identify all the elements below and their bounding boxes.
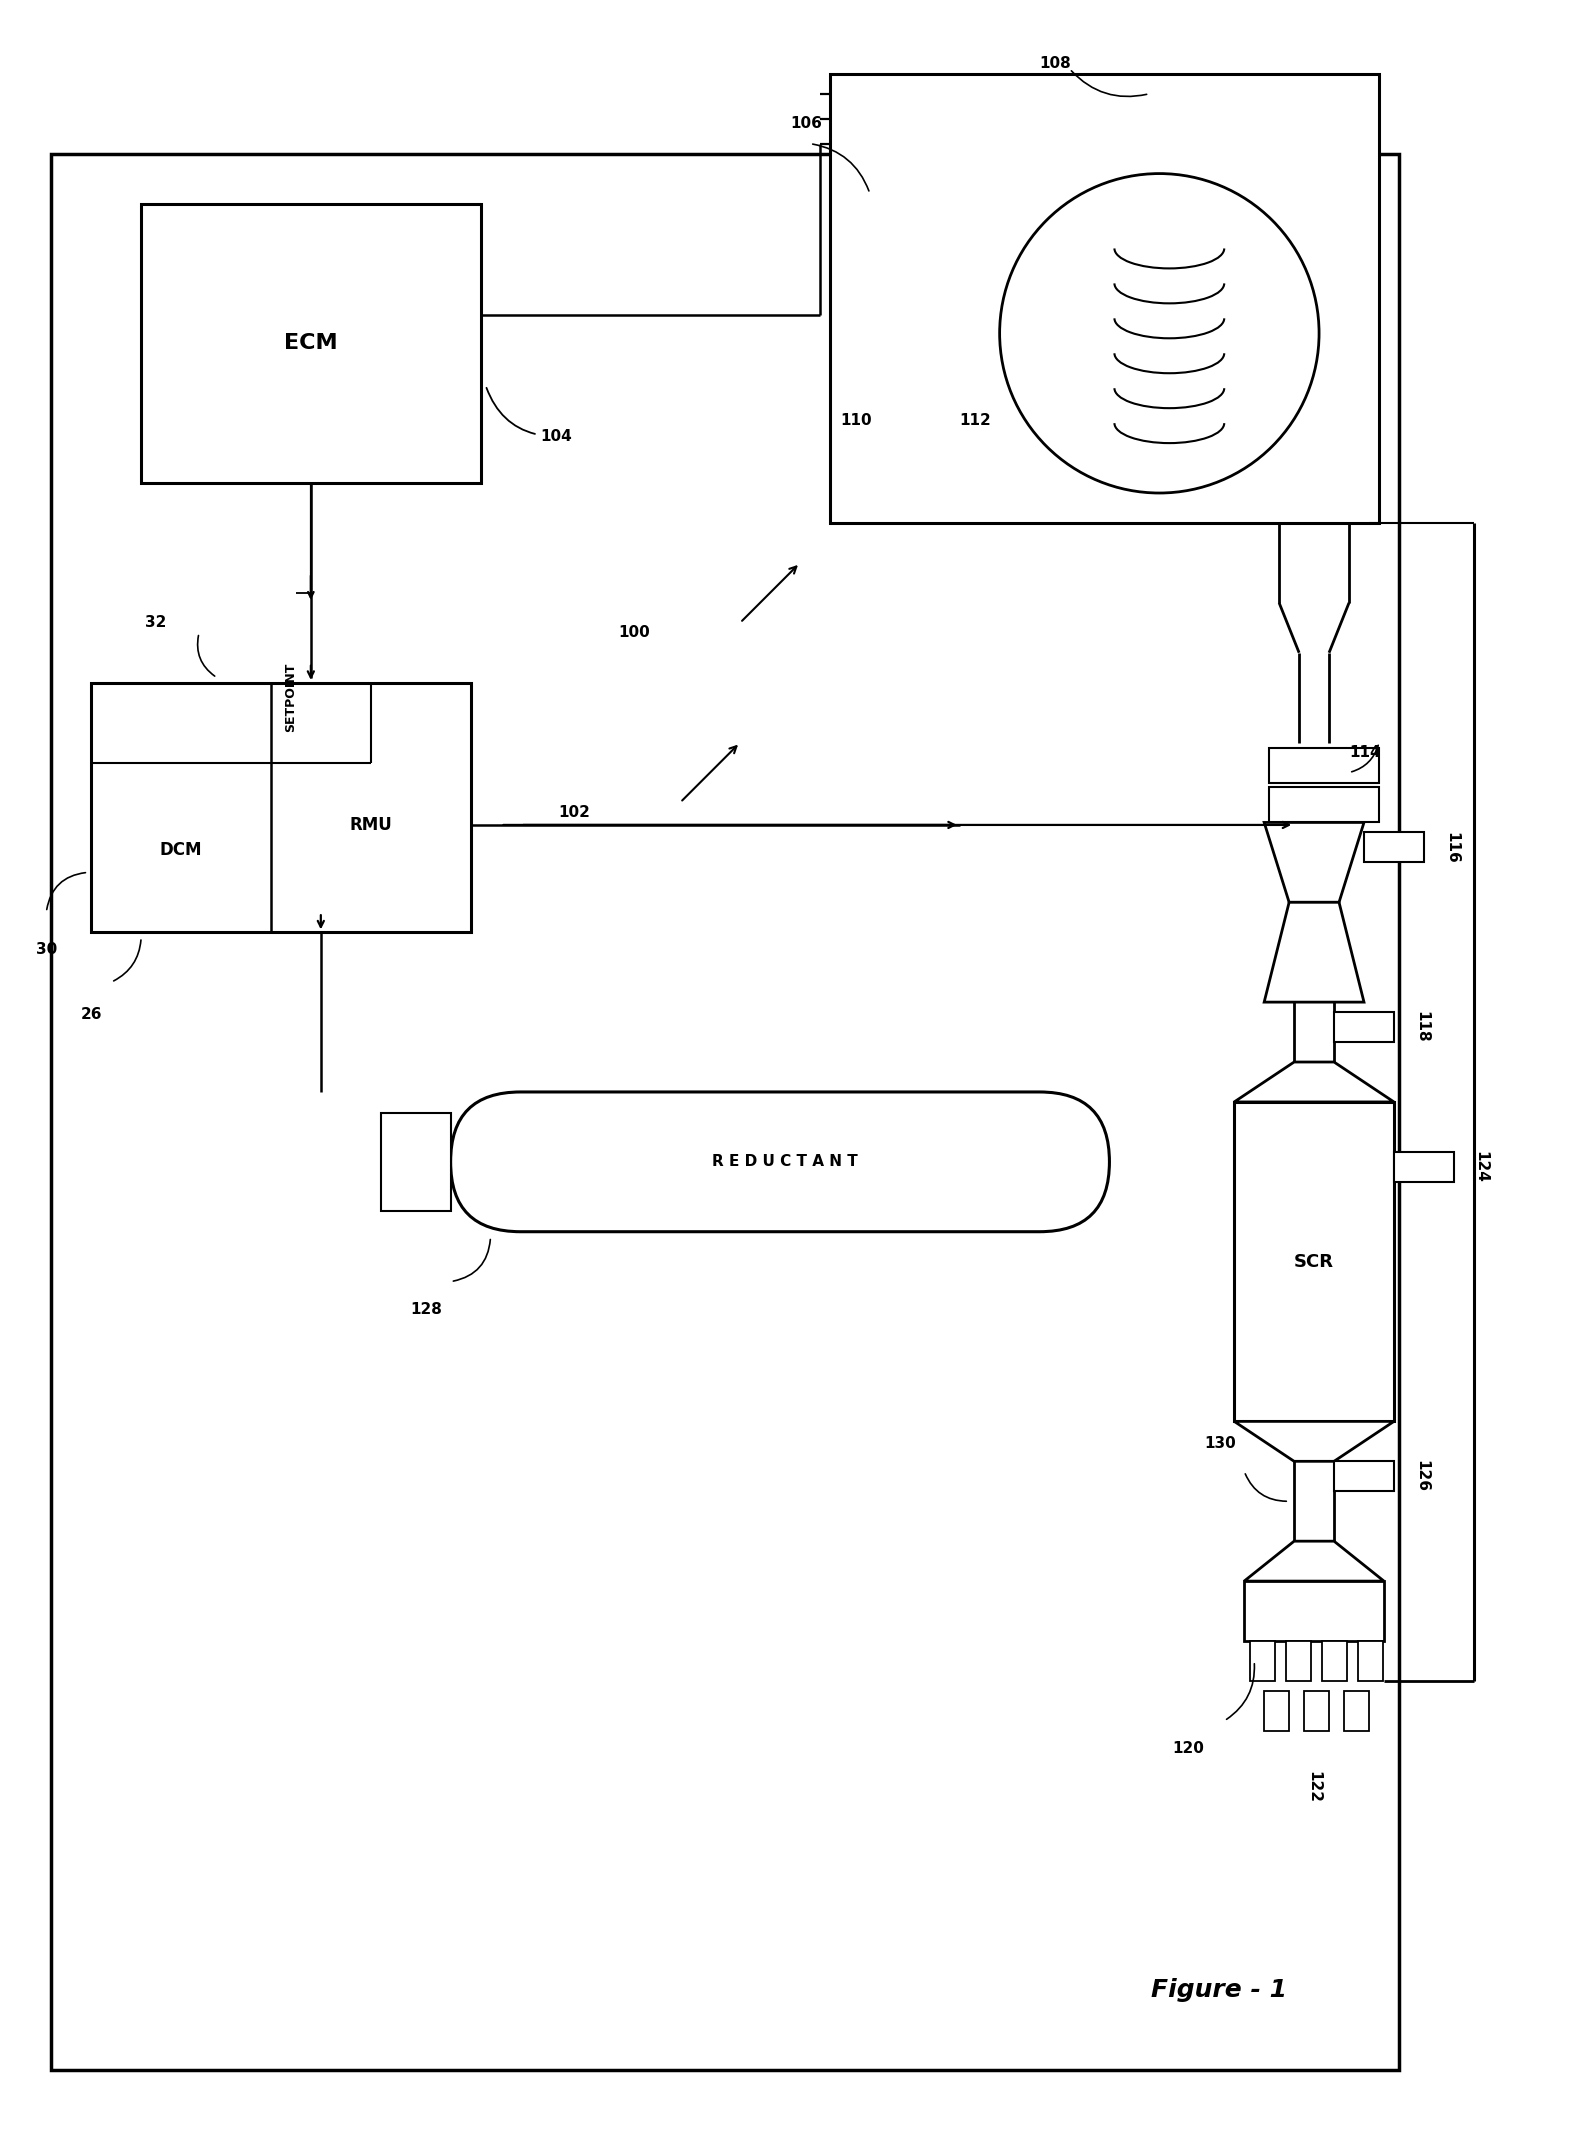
Polygon shape [1244,1542,1383,1581]
Text: 30: 30 [36,942,57,957]
Text: 110: 110 [840,413,871,428]
Bar [92,683,471,932]
Bar [1334,1461,1394,1491]
Text: 104: 104 [487,388,572,443]
Bar [830,73,1379,523]
Bar [1270,748,1379,782]
Bar [1265,1690,1289,1731]
Bar [1322,1641,1347,1681]
FancyBboxPatch shape [451,1092,1110,1232]
Text: 26: 26 [81,1007,103,1022]
Text: 114: 114 [1349,745,1380,760]
Text: 112: 112 [960,413,991,428]
Text: Figure - 1: Figure - 1 [1151,1979,1287,2003]
Polygon shape [1265,823,1364,902]
Bar [1304,1690,1330,1731]
Text: 122: 122 [1306,1771,1322,1804]
Text: 116: 116 [1443,831,1459,863]
Bar [1358,1641,1383,1681]
Text: 32: 32 [145,615,166,630]
Text: R E D U C T A N T: R E D U C T A N T [711,1155,858,1170]
Text: 130: 130 [1205,1437,1236,1452]
Polygon shape [1265,902,1364,1002]
Bar [1364,833,1424,863]
Bar [1394,1152,1455,1182]
Bar [1270,788,1379,823]
Bar [1235,1101,1394,1422]
Text: DCM: DCM [160,842,202,859]
Text: 124: 124 [1473,1150,1489,1182]
Bar [990,193,1270,364]
Text: 118: 118 [1413,1011,1429,1043]
Bar [1244,1581,1383,1641]
Bar [1285,1641,1311,1681]
Text: ECM: ECM [285,334,338,353]
Bar [1270,193,1360,523]
Text: RMU: RMU [349,816,392,833]
Polygon shape [1235,1422,1394,1461]
Text: 126: 126 [1413,1461,1429,1493]
Bar [851,214,960,403]
Bar [141,203,481,484]
Bar [1344,1690,1369,1731]
Bar [381,1114,451,1210]
Text: 108: 108 [1040,56,1072,71]
Text: 102: 102 [558,805,590,820]
Text: 100: 100 [618,625,650,640]
Bar [865,188,890,214]
Text: 120: 120 [1173,1741,1205,1756]
Bar [1251,1641,1276,1681]
Bar [51,154,1399,2069]
Text: 128: 128 [411,1302,443,1317]
Bar [1334,1013,1394,1041]
Text: SCR: SCR [1295,1253,1334,1270]
Bar [904,188,930,214]
Polygon shape [1235,1062,1394,1101]
Text: SETPOINT: SETPOINT [285,662,297,733]
Text: 106: 106 [790,116,822,131]
